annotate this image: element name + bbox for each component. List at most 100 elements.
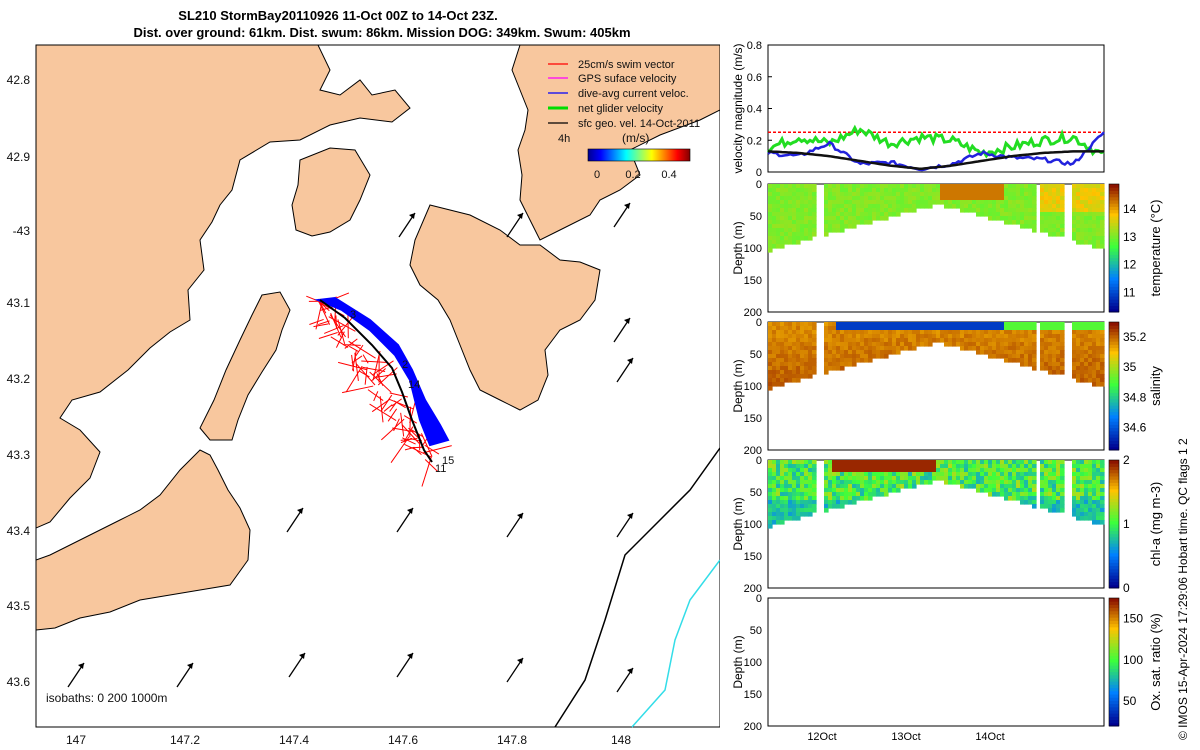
section-cell (1044, 366, 1049, 371)
section-cell (824, 326, 829, 331)
section-cell (804, 358, 809, 363)
section-cell (896, 476, 901, 481)
section-cell (900, 464, 905, 469)
section-cell (1084, 480, 1089, 485)
section-cell (980, 350, 985, 355)
section-cell (892, 212, 897, 217)
section-cell (1092, 358, 1097, 363)
section-cell (1004, 184, 1009, 189)
section-cell (860, 334, 865, 339)
section-cell (824, 366, 829, 371)
section-cell (772, 216, 777, 221)
swim-vector (409, 406, 412, 438)
section-cell (1052, 358, 1057, 363)
section-cell (824, 480, 829, 485)
section-cell (1080, 468, 1085, 473)
section-cell (964, 472, 969, 477)
section-cell (840, 200, 845, 205)
section-cell (828, 504, 833, 509)
section-cell (1044, 362, 1049, 367)
velocity-panel: 00.20.40.60.8 (747, 40, 1105, 179)
section-cell (996, 346, 1001, 351)
section-cell (824, 322, 829, 327)
section-cell (1048, 500, 1053, 505)
section-cell (1096, 184, 1101, 189)
section-cell (1052, 464, 1057, 469)
section-cell (1088, 378, 1093, 383)
colorbar-step (1109, 331, 1119, 336)
colorbar-step (1109, 517, 1119, 522)
section-cell (900, 196, 905, 201)
section-cell (900, 188, 905, 193)
section-cell (832, 354, 837, 359)
section-cell (1052, 200, 1057, 205)
section-cell (1084, 220, 1089, 225)
section-cell (868, 476, 873, 481)
section-cell (1040, 476, 1045, 481)
section-cell (812, 346, 817, 351)
section-cell (992, 200, 997, 205)
section-cell (1044, 500, 1049, 505)
section-cell (1004, 338, 1009, 343)
section-cell (1088, 370, 1093, 375)
section-cell (840, 492, 845, 497)
section-cell (784, 516, 789, 521)
section-cell (844, 326, 849, 331)
section-cell (1040, 212, 1045, 217)
section-cell (1040, 342, 1045, 347)
section-cell (1096, 322, 1101, 327)
section-cell (892, 188, 897, 193)
section-cell (796, 212, 801, 217)
section-cell (884, 204, 889, 209)
section-cell (792, 512, 797, 517)
depth-y-tick: 150 (744, 275, 762, 287)
section-cell (1048, 496, 1053, 501)
section-cell (868, 488, 873, 493)
section-cell (772, 232, 777, 237)
section-cell (1020, 488, 1025, 493)
section-cell (976, 200, 981, 205)
section-cell (1048, 338, 1053, 343)
section-cell (772, 244, 777, 249)
section-cell (1072, 196, 1077, 201)
section-cell (1024, 354, 1029, 359)
section-cell (948, 476, 953, 481)
section-cell (784, 378, 789, 383)
section-cell (776, 228, 781, 233)
section-cell (776, 184, 781, 189)
section-cell (1072, 224, 1077, 229)
panel-y-label: Depth (m) (731, 635, 745, 688)
section-cell (1028, 468, 1033, 473)
section-cell (992, 188, 997, 193)
section-cell (984, 322, 989, 327)
section-cell (932, 468, 937, 473)
section-cell (880, 476, 885, 481)
section-cell (768, 200, 773, 205)
section-cell (904, 346, 909, 351)
section-cell (1100, 468, 1105, 473)
geo-arrow-head (627, 358, 633, 364)
section-cell (840, 192, 845, 197)
section-cell (920, 472, 925, 477)
section-cell (1040, 224, 1045, 229)
section-cell (992, 322, 997, 327)
section-cell (876, 484, 881, 489)
section-cell (1000, 460, 1005, 465)
section-cell (788, 322, 793, 327)
section-cell (1088, 236, 1093, 241)
section-cell (836, 480, 841, 485)
section-cell (984, 476, 989, 481)
section-cell (1088, 488, 1093, 493)
section-cell (848, 496, 853, 501)
section-cell (964, 196, 969, 201)
section-cell (1060, 208, 1065, 213)
section-cell (772, 370, 777, 375)
section-cell (852, 464, 857, 469)
section-cell (884, 184, 889, 189)
section-cell (888, 480, 893, 485)
section-cell (776, 322, 781, 327)
section-cell (804, 472, 809, 477)
section-cell (812, 220, 817, 225)
section-cell (928, 338, 933, 343)
section-cell (1096, 508, 1101, 513)
